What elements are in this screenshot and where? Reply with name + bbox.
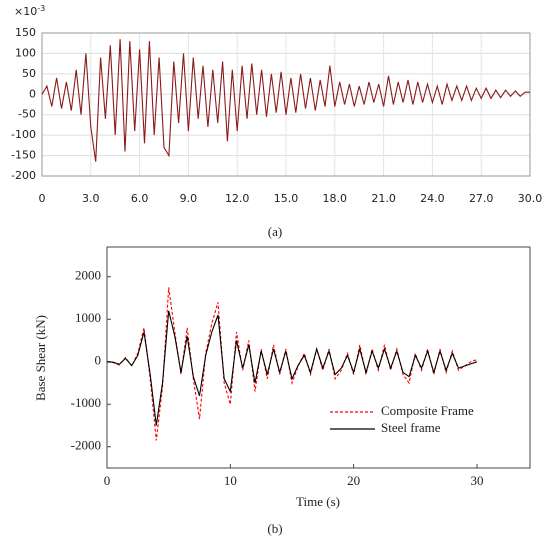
x-tick-label: 0 [39, 192, 46, 205]
y-tick-label: -200 [11, 169, 36, 182]
x-tick-label: 15.0 [274, 192, 299, 205]
y-tick-label: 100 [15, 46, 36, 59]
y-tick-label: -2000 [71, 438, 101, 453]
y-tick-label: 0 [29, 87, 36, 100]
y-multiplier: ×10-3 [14, 4, 45, 19]
plot-frame [106, 246, 531, 469]
x-axis-label: Time (s) [296, 494, 340, 509]
x-tick-label: 3.0 [82, 192, 100, 205]
series-line [106, 310, 478, 426]
x-tick-label: 6.0 [131, 192, 149, 205]
y-tick-label: 0 [95, 353, 102, 368]
y-tick-label: -100 [11, 128, 36, 141]
caption: (a) [268, 224, 282, 239]
multiplier-base: ×10 [14, 5, 37, 18]
x-tick-label: 21.0 [371, 192, 396, 205]
x-tick-label: 30.0 [518, 192, 543, 205]
y-tick-label: 150 [15, 26, 36, 39]
y-axis-label: Base Shear (kN) [33, 315, 48, 401]
x-tick-label: 0 [104, 473, 111, 488]
y-tick-label: -50 [18, 108, 36, 121]
y-tick-label: 2000 [75, 268, 101, 283]
multiplier-exponent: -3 [37, 4, 45, 13]
y-tick-label: 50 [22, 67, 36, 80]
series-line [106, 287, 478, 441]
y-tick-label: -150 [11, 149, 36, 162]
x-tick-label: 10 [224, 473, 237, 488]
x-tick-label: 27.0 [469, 192, 494, 205]
plot-frame [41, 32, 531, 177]
y-tick-label: -1000 [71, 395, 101, 410]
legend-label: Steel frame [381, 420, 441, 435]
y-tick-label: 1000 [75, 310, 101, 325]
x-tick-label: 20 [347, 473, 360, 488]
caption: (b) [267, 521, 282, 536]
x-tick-label: 24.0 [420, 192, 445, 205]
x-tick-label: 18.0 [323, 192, 348, 205]
x-tick-label: 30 [470, 473, 483, 488]
series-line [41, 39, 530, 162]
x-tick-label: 9.0 [180, 192, 198, 205]
x-tick-label: 12.0 [225, 192, 250, 205]
legend-label: Composite Frame [381, 403, 474, 418]
